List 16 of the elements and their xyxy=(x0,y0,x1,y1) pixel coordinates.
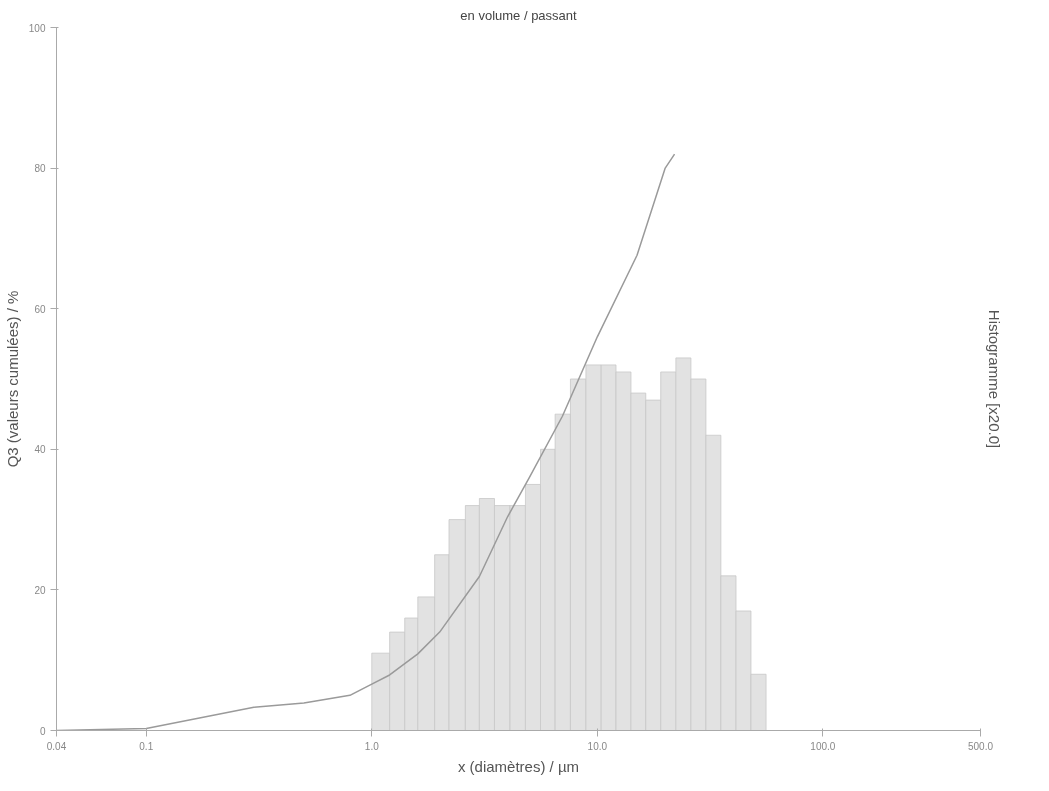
x-axis-title: x (diamètres) / µm xyxy=(457,757,580,775)
y-tick-label: 40 xyxy=(34,444,46,456)
y-tick-label: 60 xyxy=(34,303,46,315)
y-tick-label: 80 xyxy=(34,163,46,175)
y-tick-label: 20 xyxy=(34,584,46,596)
x-tick-label: 0.04 xyxy=(46,740,67,752)
x-tick-label: 0.1 xyxy=(139,740,154,752)
x-tick-label: 500.0 xyxy=(967,740,994,752)
chart-title: en volume / passant xyxy=(460,7,578,23)
y-tick-label: 100 xyxy=(28,22,46,34)
x-tick-label: 100.0 xyxy=(810,740,836,752)
x-tick-label: 10.0 xyxy=(587,740,608,752)
y-axis-title: Q3 (valeurs cumulées) / % xyxy=(3,290,21,468)
y-tick-label: 0 xyxy=(39,725,46,737)
x-tick-label: 1.0 xyxy=(364,740,380,752)
y2-axis-title: Histogramme [x20.0] xyxy=(985,309,1003,449)
